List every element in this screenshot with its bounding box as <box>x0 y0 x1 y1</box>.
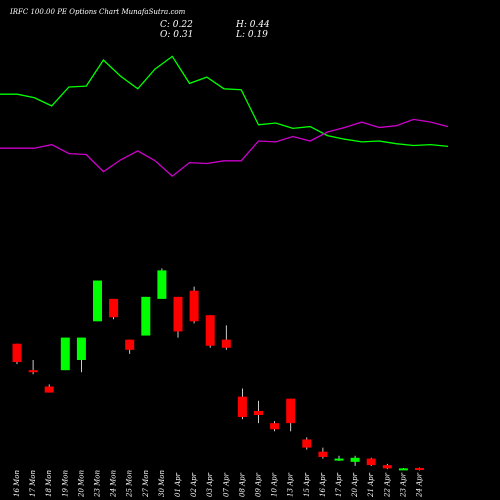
overlay-lines <box>0 55 449 177</box>
candle-body <box>109 298 119 318</box>
x-tick-label: 30 Mon <box>158 469 166 497</box>
x-tick-label: 07 Apr <box>222 472 230 497</box>
candle-body <box>205 315 215 346</box>
candle-body <box>318 451 328 457</box>
x-tick-label: 24 Mon <box>110 469 118 498</box>
candle-body <box>12 343 22 363</box>
candle-body <box>398 468 408 471</box>
x-tick-label: 19 Mon <box>61 469 69 497</box>
x-axis-ticks: 16 Mon 17 Mon 18 Mon 19 Mon 20 Mon 23 Mon 24 M… <box>13 469 424 498</box>
x-tick-label: 08 Apr <box>238 472 246 497</box>
x-tick-label: 22 Apr <box>383 472 391 498</box>
x-tick-label: 20 Mon <box>77 469 85 498</box>
candle-body <box>366 458 376 466</box>
candle-body <box>125 339 135 350</box>
high-label: H: 0.44 <box>235 20 270 30</box>
candle-body <box>254 410 263 415</box>
candle-body <box>270 423 280 430</box>
x-tick-label: 09 Apr <box>255 472 263 497</box>
x-tick-label: 24 Apr <box>416 472 424 498</box>
overlay-line-0 <box>0 55 449 148</box>
candle-body <box>221 339 231 348</box>
x-tick-label: 01 Apr <box>174 472 182 497</box>
candle-body <box>141 296 151 336</box>
x-tick-label: 15 Apr <box>303 472 311 497</box>
x-tick-label: 23 Apr <box>399 472 407 498</box>
x-tick-label: 17 Apr <box>335 472 343 497</box>
x-tick-label: 17 Mon <box>29 469 37 497</box>
low-label: L: 0.19 <box>235 30 268 40</box>
x-tick-label: 27 Mon <box>142 469 150 498</box>
x-tick-label: 21 Apr <box>367 472 375 498</box>
candle-body <box>237 396 247 418</box>
x-tick-label: 18 Mon <box>45 469 53 497</box>
candle-body <box>302 439 312 448</box>
x-tick-label: 02 Apr <box>190 472 198 497</box>
candle-body <box>334 458 344 461</box>
x-tick-label: 10 Apr <box>271 472 279 497</box>
x-tick-label: 23 Mon <box>94 469 102 498</box>
x-tick-label: 03 Apr <box>206 472 214 497</box>
overlay-line-1 <box>0 118 449 177</box>
x-tick-label: 25 Mon <box>126 469 134 498</box>
candle-body <box>28 370 38 373</box>
x-tick-label: 16 Mon <box>13 469 21 497</box>
chart-title: IRFC 100.00 PE Options Chart MunafaSutra… <box>9 8 186 16</box>
candle-body <box>60 337 70 371</box>
close-label: C: 0.22 <box>160 20 193 30</box>
candle-body <box>173 296 183 332</box>
candle-body <box>76 337 86 360</box>
candle-body <box>189 290 199 322</box>
candle-body <box>415 467 424 470</box>
candle-body <box>44 386 54 393</box>
candle-body <box>157 270 167 299</box>
candle-body <box>382 465 392 469</box>
x-tick-label: 20 Apr <box>351 472 359 498</box>
open-label: O: 0.31 <box>160 30 193 40</box>
candle-body <box>350 457 360 462</box>
x-tick-label: 16 Apr <box>319 472 327 497</box>
candle-body <box>93 280 102 322</box>
candles <box>12 268 424 471</box>
x-tick-label: 13 Apr <box>287 472 295 497</box>
candle-body <box>286 398 296 424</box>
